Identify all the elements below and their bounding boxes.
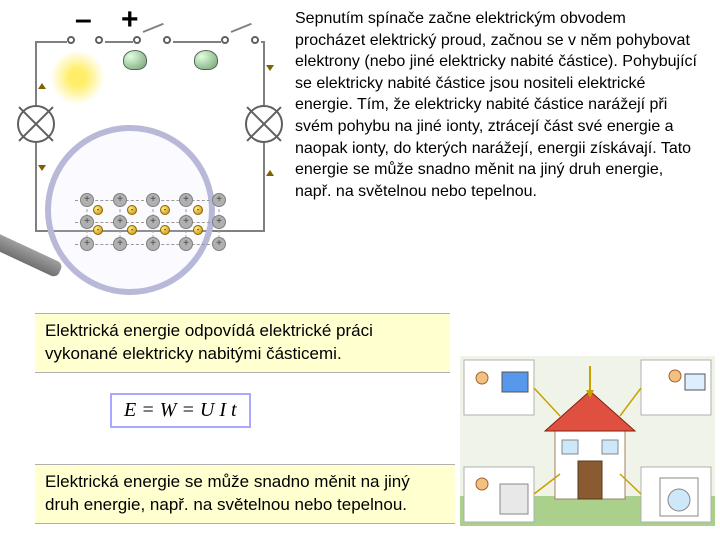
terminal <box>67 36 75 44</box>
lattice-ion: + <box>146 237 160 251</box>
bulb-right <box>245 105 283 143</box>
lattice-ion: + <box>212 193 226 207</box>
switch-lever <box>143 23 164 33</box>
wire <box>263 143 265 231</box>
light-glow <box>50 50 105 105</box>
terminal-minus: – <box>75 3 92 37</box>
bulb-left <box>17 105 55 143</box>
lattice-ion: + <box>212 237 226 251</box>
wire <box>173 41 221 43</box>
lattice-ion: + <box>179 237 193 251</box>
lattice-ion: + <box>146 193 160 207</box>
lattice-ion: + <box>113 193 127 207</box>
main-paragraph: Sepnutím spínače začne elektrickým obvod… <box>285 5 700 295</box>
wire <box>263 41 265 105</box>
lattice-ion: + <box>80 215 94 229</box>
current-arrow <box>38 83 46 89</box>
switch-button <box>123 50 147 70</box>
terminal <box>95 36 103 44</box>
highlight-energy-conversion: Elektrická energie se může snadno měnit … <box>35 464 455 524</box>
switch-lever <box>231 23 252 33</box>
terminal <box>133 36 141 44</box>
lattice-ion: + <box>113 215 127 229</box>
electron: - <box>93 205 103 215</box>
electron: - <box>93 225 103 235</box>
current-arrow <box>266 170 274 176</box>
terminal <box>221 36 229 44</box>
current-arrow <box>38 165 46 171</box>
terminal <box>251 36 259 44</box>
current-arrow <box>266 65 274 71</box>
lattice-ion: + <box>146 215 160 229</box>
lattice-ion: + <box>212 215 226 229</box>
lattice-ion: + <box>179 193 193 207</box>
electron: - <box>127 225 137 235</box>
energy-formula: E = W = U I t <box>110 393 251 428</box>
lattice-ion: + <box>80 237 94 251</box>
electron: - <box>193 225 203 235</box>
electron: - <box>160 225 170 235</box>
lattice-ion: + <box>80 193 94 207</box>
lattice-ion: + <box>113 237 127 251</box>
terminal-plus: + <box>121 3 139 37</box>
terminal <box>163 36 171 44</box>
house-illustration <box>460 356 715 526</box>
circuit-diagram: – + <box>5 5 285 295</box>
wire <box>35 143 37 231</box>
electron: - <box>193 205 203 215</box>
highlight-energy-work: Elektrická energie odpovídá elektrické p… <box>35 313 450 373</box>
wire <box>35 41 37 105</box>
wire <box>35 41 67 43</box>
electron: - <box>127 205 137 215</box>
wire <box>105 41 133 43</box>
switch-button <box>194 50 218 70</box>
lattice-ion: + <box>179 215 193 229</box>
electron: - <box>160 205 170 215</box>
